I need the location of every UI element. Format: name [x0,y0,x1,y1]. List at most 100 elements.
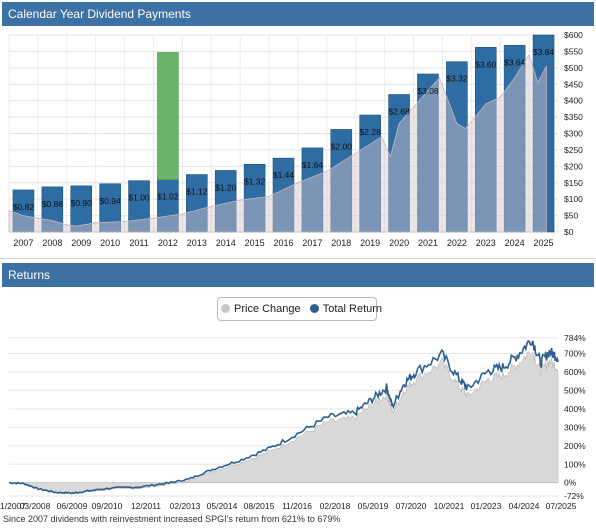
returns-x-tick-label: 08/2015 [244,501,275,511]
returns-x-tick-label: 07/2020 [396,501,427,511]
dividend-value-label: $0.94 [99,196,121,206]
returns-y-tick-label: 0% [564,478,577,488]
dividend-y-tick-label: $550 [564,46,583,56]
dividend-y-tick-label: $400 [564,96,583,106]
dividend-x-tick-label: 2014 [216,238,236,248]
returns-x-tick-label: 12/2011 [131,501,161,511]
dividend-value-label: $2.00 [331,141,353,151]
dividend-y-tick-label: $600 [564,30,583,40]
returns-y-tick-label: 300% [564,422,586,432]
dividend-x-tick-label: 2013 [187,238,207,248]
dividend-y-tick-label: $500 [564,63,583,73]
dividend-chart: $0.82 $0.88 $0.90 $0.94 $1.00 $1.02 $1.12 $1.20… [8,30,583,248]
special-dividend-bar [157,52,179,180]
dividend-grid [8,34,559,233]
dividend-value-label: $2.28 [360,127,382,137]
returns-y-tick-label: 500% [564,385,586,395]
returns-panel-title: Returns [8,268,51,282]
dividend-x-tick-label: 2017 [302,238,322,248]
legend-item-price-change[interactable]: Price Change [221,303,304,315]
dividend-x-tick-label: 2015 [245,238,265,248]
dividend-panel-header: Calendar Year Dividend Payments [2,2,594,26]
returns-y-tick-label: 100% [564,459,586,469]
dividend-panel-title: Calendar Year Dividend Payments [8,7,191,21]
dividend-value-label: $3.08 [417,86,439,96]
dividend-value-label: $0.82 [13,202,35,212]
dividend-y-tick-label: $150 [564,178,583,188]
returns-y-tick-label: 400% [564,404,586,414]
returns-x-tick-label: 01/2023 [471,501,502,511]
dividend-value-label: $1.64 [302,160,324,170]
returns-y-tick-label: 700% [564,349,586,359]
returns-y-tick-label: 600% [564,367,586,377]
dividend-value-label: $1.32 [244,176,266,186]
returns-legend: Price Change Total Return [217,297,382,321]
returns-x-tick-label: 1/2007 [0,501,26,511]
returns-x-tick-label: 02/2018 [320,501,351,511]
dividend-value-label: $3.64 [504,57,526,67]
returns-y-tick-label: 784% [564,333,586,343]
returns-x-tick-label: 03/2008 [20,501,51,511]
total-return-line [9,339,559,495]
price-overlay-area [8,53,547,233]
dividend-x-tick-label: 2024 [505,238,525,248]
dividend-x-tick-label: 2020 [389,238,409,248]
panel-divider [0,258,596,259]
dividend-y-tick-label: $250 [564,145,583,155]
dividend-y-tick-label: $50 [564,211,578,221]
dividend-x-tick-label: 2008 [42,238,62,248]
dividend-x-tick-label: 2023 [476,238,496,248]
returns-x-tick-label: 07/2025 [546,501,577,511]
dividend-x-tick-label: 2021 [418,238,438,248]
returns-y-tick-label: 200% [564,441,586,451]
dividend-y-tick-label: $200 [564,161,583,171]
dividend-x-tick-label: 2018 [331,238,351,248]
dividend-value-label: $0.90 [71,198,93,208]
returns-y-axis: -72% 0% 100% 200% 300% 400% 500% 600% 700% 784% [564,333,586,501]
dividend-value-label: $1.02 [157,192,179,202]
returns-x-tick-label: 11/2016 [282,501,312,511]
dividend-y-tick-label: $450 [564,79,583,89]
dividend-x-tick-label: 2025 [534,238,554,248]
returns-x-tick-label: 05/2019 [358,501,389,511]
dividend-x-axis: 2007 2008 2009 2010 2011 2012 2013 2014 2015 2016… [13,238,553,248]
dividend-x-tick-label: 2016 [273,238,293,248]
dividend-x-tick-label: 2007 [13,238,33,248]
dividend-y-tick-label: $350 [564,112,583,122]
returns-x-tick-label: 05/2014 [207,501,238,511]
returns-panel-header: Returns [2,263,594,287]
dividend-x-tick-label: 2009 [71,238,91,248]
legend-dot-price-change [221,304,230,313]
legend-label-price-change: Price Change [234,303,301,315]
dividend-value-label: $0.88 [42,199,64,209]
dividend-y-tick-label: $300 [564,129,583,139]
legend-item-total-return[interactable]: Total Return [309,303,383,315]
dividend-value-label: $1.12 [186,187,208,197]
returns-x-tick-label: 06/2009 [57,501,88,511]
dividend-y-tick-label: $100 [564,194,583,204]
dividend-x-tick-label: 2012 [158,238,178,248]
dividend-x-tick-label: 2011 [129,238,148,248]
dividend-value-labels: $0.82 $0.88 $0.90 $0.94 $1.00 $1.02 $1.12 $1.20… [13,47,555,212]
footnote: Since 2007 dividends with reinvestment i… [3,514,341,524]
returns-y-tick-label: -72% [564,491,584,501]
price-change-area [9,351,559,495]
legend-label-total-return: Total Return [322,303,383,315]
legend-dot-total-return [309,304,319,313]
dividend-value-label: $1.20 [215,182,237,192]
returns-x-tick-label: 09/2010 [92,501,123,511]
dividend-x-tick-label: 2010 [100,238,120,248]
returns-x-tick-label: 10/2021 [434,501,465,511]
dividend-y-axis: $0 $50 $100 $150 $200 $250 $300 $350 $400 $450 $50… [564,30,583,237]
dividend-value-label: $3.32 [446,74,468,84]
returns-x-tick-label: 02/2013 [170,501,201,511]
returns-x-tick-label: 04/2024 [509,501,540,511]
dividend-value-label: $3.84 [533,47,555,57]
dividend-value-label: $1.44 [273,170,295,180]
dividend-x-tick-label: 2019 [360,238,380,248]
dividend-x-tick-label: 2022 [447,238,467,248]
dividend-value-label: $2.68 [388,107,410,117]
dividend-y-tick-label: $0 [564,227,574,237]
dividend-bars [12,34,555,233]
